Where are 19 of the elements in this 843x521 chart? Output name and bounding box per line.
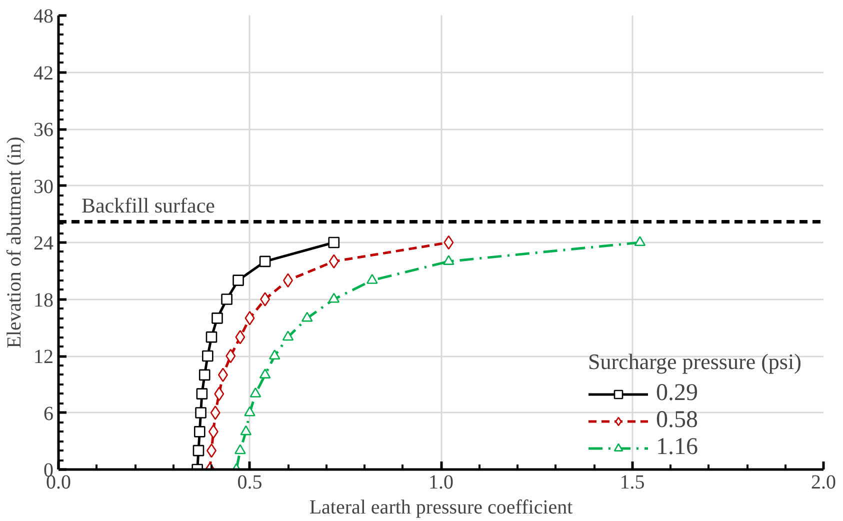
x-tick-label: 0.5 xyxy=(237,472,262,494)
x-axis-title: Lateral earth pressure coefficient xyxy=(309,496,574,518)
y-tick-label: 30 xyxy=(34,176,54,198)
y-tick-label: 24 xyxy=(34,232,54,254)
y-tick-label: 18 xyxy=(34,289,54,312)
y-axis-title: Elevation of abutment (in) xyxy=(4,136,26,348)
y-tick-label: 36 xyxy=(34,119,54,141)
y-tick-label: 12 xyxy=(34,346,54,368)
legend-label: 1.16 xyxy=(656,434,698,461)
y-tick-label: 6 xyxy=(44,402,54,425)
legend-label: 0.58 xyxy=(656,407,698,434)
ref-line-label: Backfill surface xyxy=(81,194,215,218)
y-tick-label: 42 xyxy=(34,62,54,84)
legend-title: Surcharge pressure (psi) xyxy=(588,349,802,375)
x-tick-label: 2.0 xyxy=(811,472,836,494)
x-tick-label: 1.0 xyxy=(428,472,454,494)
legend-label: 0.29 xyxy=(656,380,698,407)
y-tick-label: 48 xyxy=(34,6,54,28)
x-tick-label: 1.5 xyxy=(620,472,645,494)
